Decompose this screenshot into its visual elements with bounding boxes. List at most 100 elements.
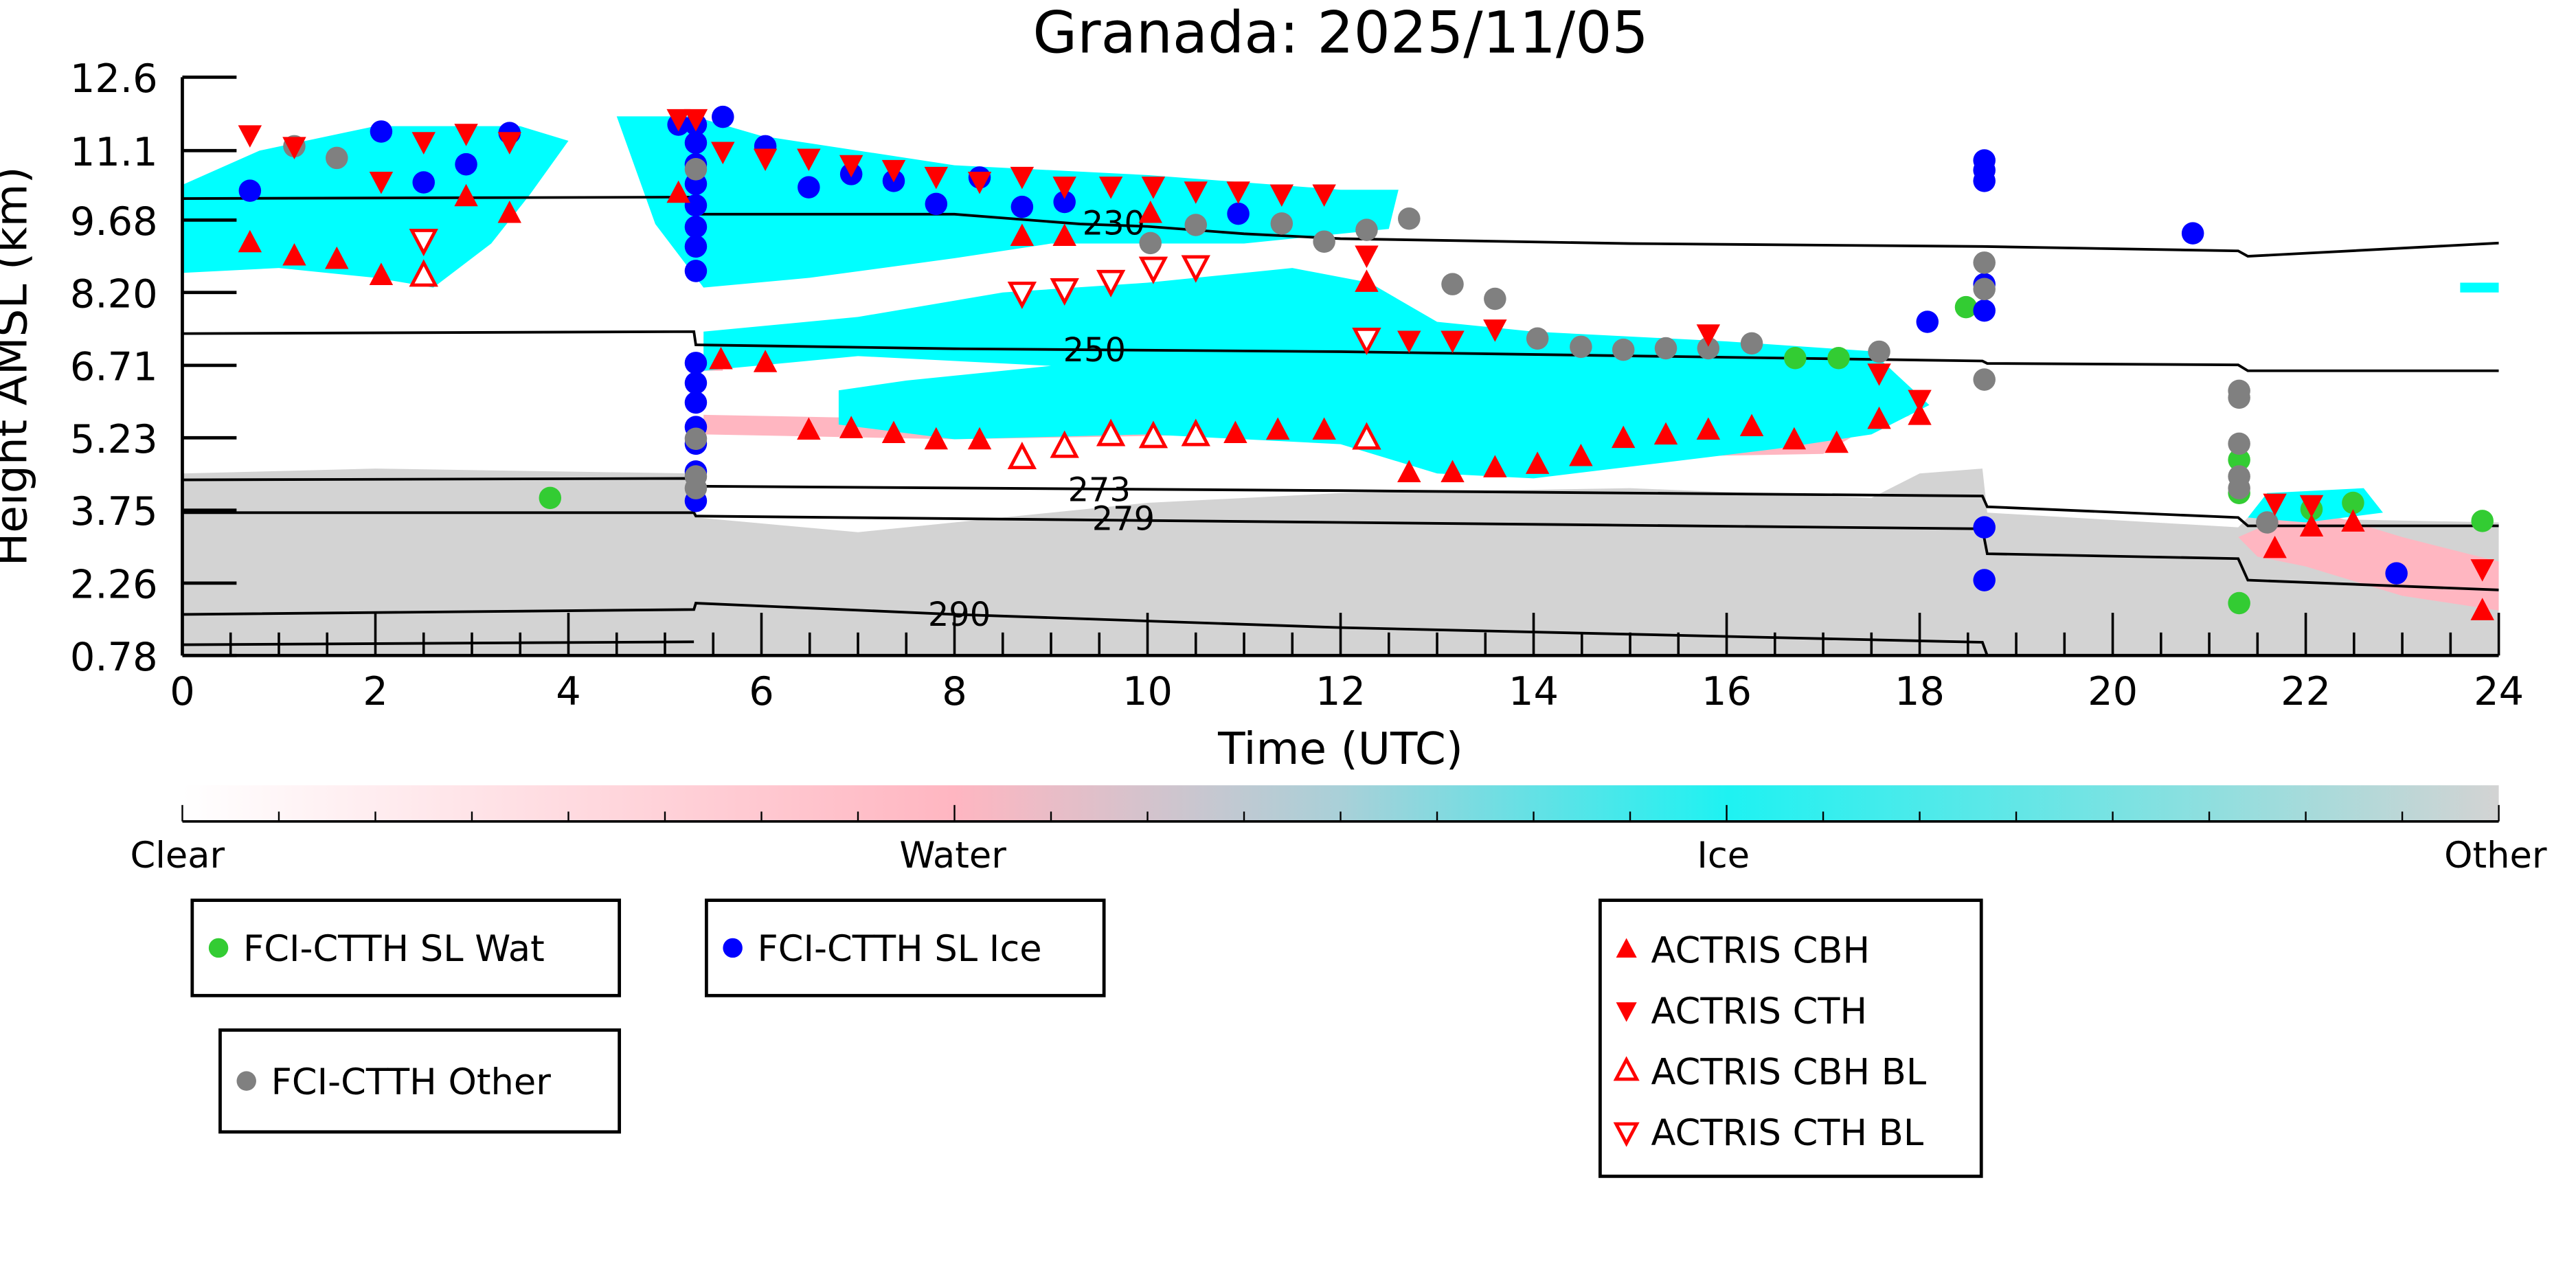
actris-cth-bl-point xyxy=(1352,327,1381,355)
x-tick-label: 16 xyxy=(1702,668,1752,714)
fci-ctth-other-point xyxy=(684,427,708,450)
actris-cbh-point xyxy=(881,420,906,444)
fci-ctth-other-point xyxy=(326,146,348,170)
actris-cbh-point xyxy=(753,350,778,372)
actris-cbh-point xyxy=(1525,451,1550,474)
x-tick-label: 12 xyxy=(1315,668,1366,714)
legend-frame xyxy=(1598,899,1983,1178)
y-axis-label: Height AMSL (km) xyxy=(0,166,37,566)
fci-ctth-sl-ice-point xyxy=(684,391,708,414)
phase-region-ice xyxy=(703,268,1930,479)
actris-cbh-point xyxy=(1908,403,1932,425)
actris-cth-bl-point xyxy=(1096,269,1126,297)
legend-marker xyxy=(723,938,743,958)
fci-ctth-sl-ice-point xyxy=(684,372,708,394)
actris-cth-point xyxy=(1010,166,1035,190)
legend-label: ACTRIS CTH xyxy=(1651,991,1868,1032)
fci-ctth-sl-ice-point xyxy=(1973,170,1996,192)
legend-frame xyxy=(704,899,1106,997)
actris-cbh-point xyxy=(2263,535,2287,558)
actris-cth-point xyxy=(839,155,863,178)
fci-ctth-other-point xyxy=(1526,327,1549,350)
fci-ctth-other-point xyxy=(1740,332,1763,355)
legend-marker xyxy=(236,1071,256,1091)
fci-ctth-sl-ice-point xyxy=(238,179,262,202)
actris-cbh-bl-point xyxy=(1352,422,1381,450)
actris-cbh-point xyxy=(1739,414,1764,437)
legend-frame xyxy=(190,899,622,997)
contour-label: 250 xyxy=(1063,332,1126,370)
actris-cth-point xyxy=(2263,493,2287,517)
legend-label: ACTRIS CTH BL xyxy=(1651,1112,1924,1154)
fci-ctth-other-point xyxy=(1139,231,1162,255)
fci-ctth-sl-ice-point xyxy=(1916,310,1939,333)
actris-cth-point xyxy=(1867,363,1891,386)
fci-ctth-sl-ice-point xyxy=(684,131,708,155)
actris-cth-point xyxy=(1696,324,1721,347)
fci-ctth-sl-ice-point xyxy=(412,171,435,194)
x-tick-label: 24 xyxy=(2474,668,2524,714)
fci-ctth-other-point xyxy=(2228,432,2250,455)
fci-ctth-sl-ice-point xyxy=(712,105,734,128)
colorbar-label-water: Water xyxy=(899,835,1006,877)
x-tick-label: 6 xyxy=(749,668,774,714)
contour-label: 273 xyxy=(1068,472,1131,510)
y-tick-label: 6.71 xyxy=(70,343,158,389)
legend-marker xyxy=(1616,938,1637,958)
actris-cbh-bl-point xyxy=(1007,441,1037,470)
legend-marker xyxy=(1613,1122,1640,1147)
actris-cbh-point xyxy=(1355,269,1379,292)
actris-cth-point xyxy=(238,125,262,148)
actris-cth-point xyxy=(753,148,778,172)
y-tick-label: 5.23 xyxy=(70,416,158,462)
y-tick-label: 8.20 xyxy=(70,271,158,317)
fci-ctth-other-point xyxy=(1355,218,1378,241)
actris-cth-point xyxy=(711,142,735,165)
actris-cbh-point xyxy=(1312,417,1336,440)
actris-cbh-point xyxy=(839,416,863,438)
actris-cth-point xyxy=(497,132,521,155)
legend-label: FCI-CTTH SL Ice xyxy=(758,928,1042,970)
x-tick-label: 20 xyxy=(2088,668,2138,714)
fci-ctth-other-point xyxy=(1868,340,1890,363)
actris-cbh-point xyxy=(1611,425,1636,449)
fci-ctth-sl-ice-point xyxy=(684,194,708,217)
fci-ctth-other-point xyxy=(1973,368,1996,391)
fci-ctth-sl-ice-point xyxy=(370,120,393,143)
actris-cbh-point xyxy=(1782,427,1807,450)
legends: FCI-CTTH SL Wat FCI-CTTH SL Ice FCI-CTTH O… xyxy=(190,899,1983,1178)
phase-region-other xyxy=(182,468,2499,656)
actris-cth-bl-point xyxy=(409,229,438,257)
fci-ctth-sl-ice-point xyxy=(2181,222,2204,245)
legend-marker xyxy=(208,938,229,958)
actris-cth-point xyxy=(1397,330,1421,353)
colorbar-label-clear: Clear xyxy=(130,835,225,877)
contour-label: 230 xyxy=(1083,205,1145,242)
actris-cbh-point xyxy=(666,180,690,203)
legend-label: ACTRIS CBH xyxy=(1651,929,1871,971)
legend-label: FCI-CTTH Other xyxy=(271,1061,552,1103)
actris-cth-bl-point xyxy=(1007,281,1037,310)
fci-ctth-sl-ice-point xyxy=(684,235,708,258)
phase-region-ice xyxy=(2460,282,2499,293)
fci-ctth-sl-ice-point xyxy=(1973,516,1996,539)
actris-cbh-point xyxy=(1867,406,1891,429)
y-tick-label: 2.26 xyxy=(70,561,158,607)
legend-marker xyxy=(1616,1002,1637,1022)
y-tick-label: 0.78 xyxy=(70,634,158,680)
actris-cbh-point xyxy=(797,417,821,440)
fci-ctth-sl-ice-point xyxy=(1973,569,1996,591)
actris-cbh-point xyxy=(1010,223,1035,246)
chart-title: Granada: 2025/11/05 xyxy=(1032,0,1648,67)
actris-cth-point xyxy=(1184,181,1208,204)
fci-ctth-sl-ice-point xyxy=(925,192,948,216)
x-tick-label: 4 xyxy=(556,668,581,714)
actris-cbh-point xyxy=(369,262,394,285)
actris-cbh-point xyxy=(709,346,733,370)
fci-ctth-sl-wat-point xyxy=(2342,491,2364,515)
fci-ctth-sl-wat-point xyxy=(2228,591,2250,615)
legend-box: FCI-CTTH Other xyxy=(218,1028,622,1134)
x-tick-label: 10 xyxy=(1122,668,1173,714)
actris-cth-point xyxy=(797,148,821,172)
legend-box: FCI-CTTH SL Ice xyxy=(704,899,1106,997)
